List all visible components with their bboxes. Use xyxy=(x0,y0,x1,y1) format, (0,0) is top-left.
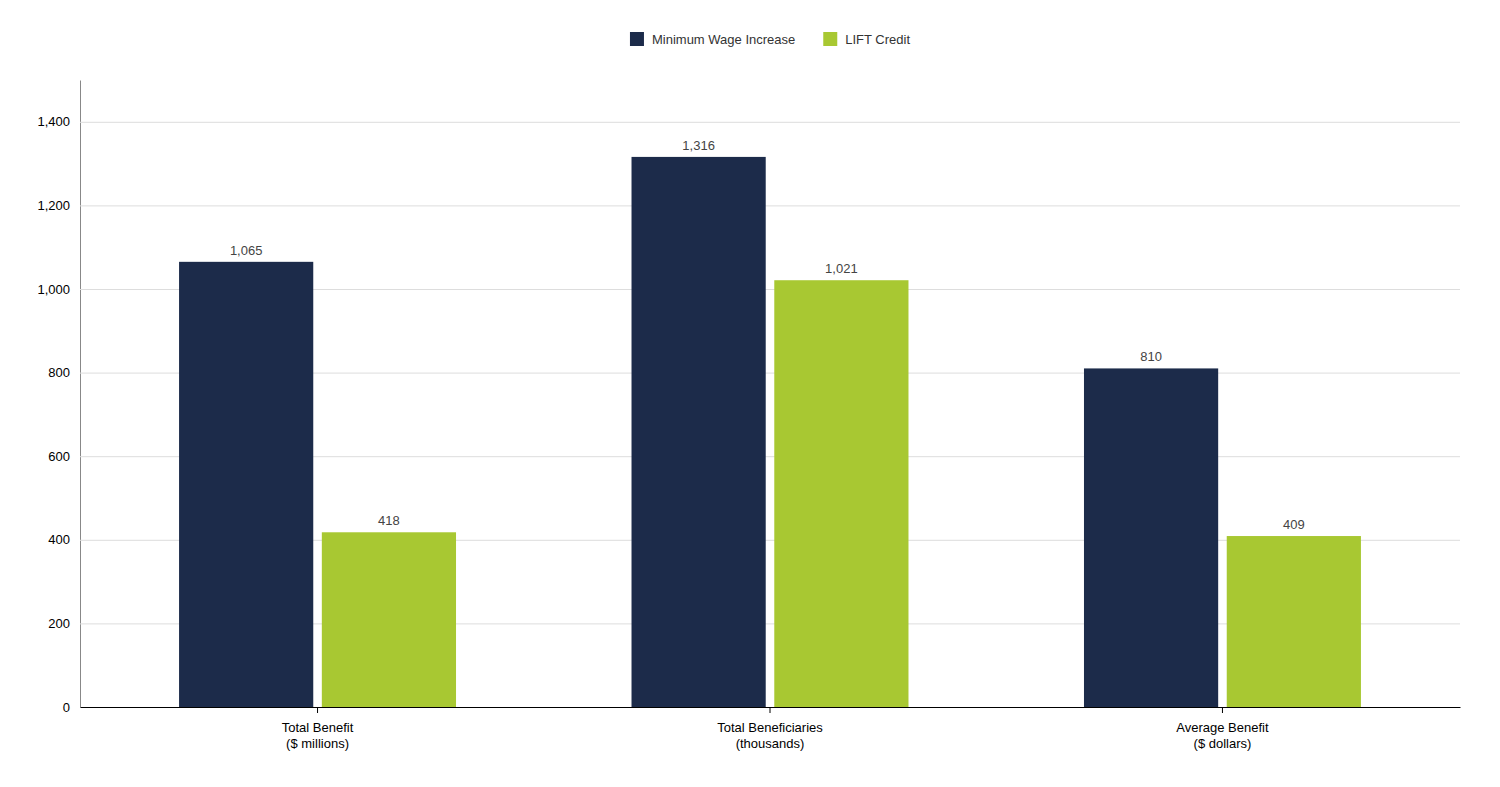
x-tick: Total Benefit($ millions) xyxy=(282,707,354,751)
y-tick-label: 0 xyxy=(63,700,70,715)
legend-swatch xyxy=(630,32,644,46)
y-axis-line xyxy=(80,81,81,708)
y-tick-label: 1,000 xyxy=(37,282,70,297)
bars xyxy=(179,157,1361,707)
y-tick-label: 800 xyxy=(48,365,70,380)
x-tick-label-line: (thousands) xyxy=(736,736,805,751)
x-tick: Total Beneficiaries(thousands) xyxy=(717,707,823,751)
bar xyxy=(632,157,766,707)
data-label: 1,021 xyxy=(825,261,858,276)
data-labels: 1,065 1,316 810 418 1,021 409 xyxy=(230,138,1305,532)
legend-label: Minimum Wage Increase xyxy=(652,32,795,47)
legend-item: Minimum Wage Increase xyxy=(630,32,795,47)
x-tick-label: Total Beneficiaries(thousands) xyxy=(717,720,823,751)
x-tick-label-line: Total Beneficiaries xyxy=(717,720,823,735)
data-label: 409 xyxy=(1283,517,1305,532)
bar xyxy=(322,532,456,707)
legend-item: LIFT Credit xyxy=(823,32,910,47)
x-tick-mark xyxy=(770,707,771,713)
legend-swatch xyxy=(823,32,837,46)
y-axis: 0 200 400 600 800 1,000 1,200 1,400 xyxy=(37,81,1460,715)
x-tick-label-line: Average Benefit xyxy=(1176,720,1269,735)
x-tick-label: Total Benefit($ millions) xyxy=(282,720,354,751)
x-tick-label-line: ($ millions) xyxy=(286,736,349,751)
x-tick-label: Average Benefit($ dollars) xyxy=(1176,720,1269,751)
x-axis: Total Benefit($ millions) Total Beneficia… xyxy=(81,707,1461,751)
bar xyxy=(1084,368,1218,707)
x-tick: Average Benefit($ dollars) xyxy=(1176,707,1269,751)
y-tick-label: 600 xyxy=(48,449,70,464)
bar xyxy=(1227,536,1361,707)
plot: 0 200 400 600 800 1,000 1,200 1,400 Total Benefi… xyxy=(37,81,1460,751)
chart-svg: 0 200 400 600 800 1,000 1,200 1,400 Total Benefi… xyxy=(0,0,1500,787)
legend: Minimum Wage Increase LIFT Credit xyxy=(630,32,910,47)
y-tick: 1,400 xyxy=(37,114,1460,129)
data-label: 418 xyxy=(378,513,400,528)
y-tick-label: 1,200 xyxy=(37,198,70,213)
x-tick-mark xyxy=(1222,707,1223,713)
grid-line xyxy=(80,205,1460,206)
y-tick-label: 400 xyxy=(48,532,70,547)
legend-label: LIFT Credit xyxy=(845,32,910,47)
x-tick-label-line: ($ dollars) xyxy=(1194,736,1252,751)
x-tick-label-line: Total Benefit xyxy=(282,720,354,735)
data-label: 1,065 xyxy=(230,243,263,258)
x-tick-mark xyxy=(317,707,318,713)
data-label: 810 xyxy=(1140,349,1162,364)
grid-line xyxy=(80,122,1460,123)
y-tick-label: 1,400 xyxy=(37,114,70,129)
bar xyxy=(774,280,908,707)
data-label: 1,316 xyxy=(682,138,715,153)
y-tick-label: 200 xyxy=(48,616,70,631)
bar xyxy=(179,262,313,707)
